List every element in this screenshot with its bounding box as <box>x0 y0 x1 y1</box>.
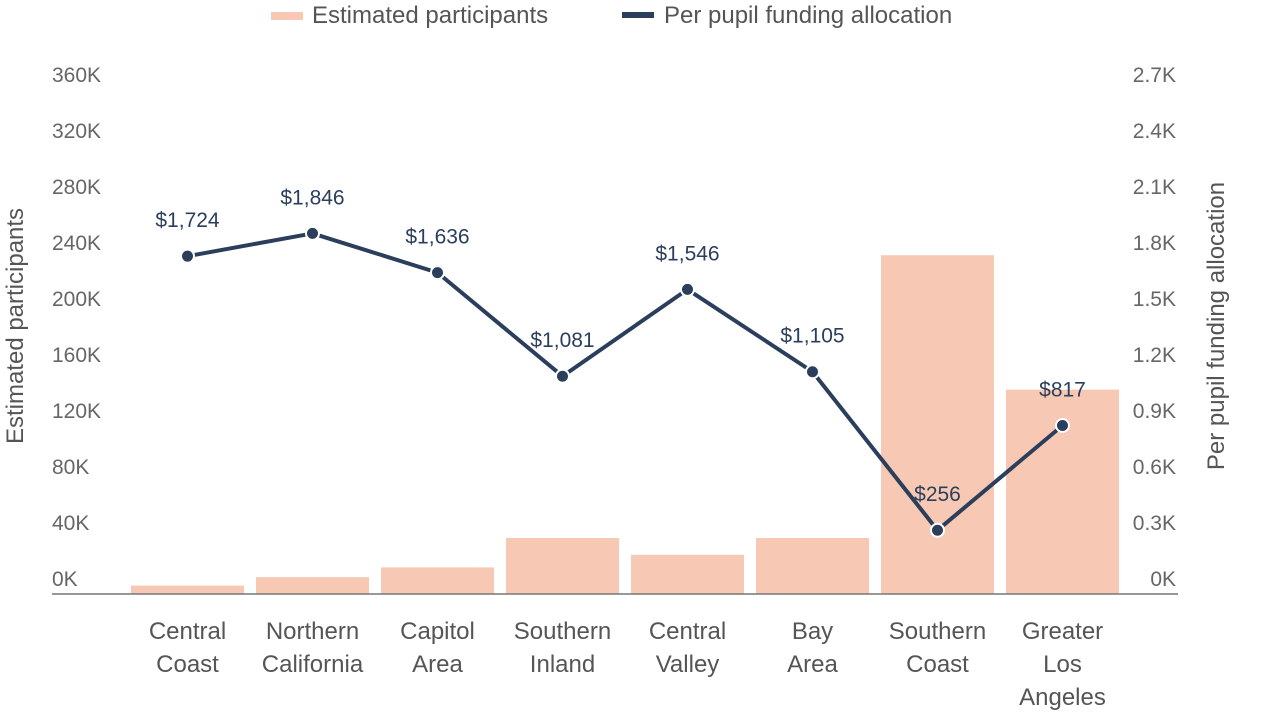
bar <box>881 255 994 594</box>
y-left-axis-title: Estimated participants <box>2 208 29 444</box>
y-left-tick-label: 120K <box>52 400 101 423</box>
y-left-ticks: 0K 40K 80K 120K 160K 200K 240K 280K 320K 360K <box>52 64 101 591</box>
funding-data-label: $1,546 <box>655 242 719 265</box>
y-right-tick-label: 2.1K <box>1133 176 1176 199</box>
funding-data-label: $1,846 <box>280 186 344 209</box>
y-right-tick-label: 1.2K <box>1133 344 1176 367</box>
x-category-label: Bay Area <box>787 618 838 678</box>
y-left-tick-label: 200K <box>52 288 101 311</box>
funding-point <box>305 225 320 241</box>
y-right-tick-label: 0.9K <box>1133 400 1176 423</box>
legend-swatch-participants <box>271 12 303 20</box>
x-category-label: Central Valley <box>649 618 726 678</box>
funding-data-label: $1,724 <box>155 209 220 232</box>
bar <box>756 538 869 594</box>
y-right-tick-label: 0K <box>1150 568 1176 591</box>
funding-point <box>930 522 945 538</box>
x-category-label: Southern Coast <box>889 618 986 678</box>
x-category-label: Southern Inland <box>514 618 611 678</box>
y-left-tick-label: 360K <box>52 64 101 87</box>
funding-point <box>1055 417 1070 433</box>
y-left-tick-label: 0K <box>52 568 78 591</box>
bar-series <box>131 255 1119 594</box>
funding-data-label: $1,081 <box>530 329 594 352</box>
y-left-tick-label: 240K <box>52 232 101 255</box>
bar <box>131 585 244 594</box>
y-right-tick-label: 1.8K <box>1133 232 1176 255</box>
funding-line <box>187 231 1064 533</box>
y-left-tick-label: 40K <box>52 512 89 535</box>
x-category-label: Greater Los Angeles <box>1019 618 1106 711</box>
funding-data-label: $256 <box>914 483 961 506</box>
funding-point <box>430 265 445 281</box>
y-right-tick-label: 1.5K <box>1133 288 1176 311</box>
y-right-tick-label: 0.3K <box>1133 512 1176 535</box>
funding-point <box>680 281 695 297</box>
y-right-axis-title: Per pupil funding allocation <box>1203 182 1230 470</box>
funding-point <box>805 364 820 380</box>
y-left-tick-label: 80K <box>52 456 89 479</box>
funding-point <box>555 368 570 384</box>
y-right-tick-label: 2.7K <box>1133 64 1176 87</box>
y-right-tick-label: 0.6K <box>1133 456 1176 479</box>
y-left-tick-label: 160K <box>52 344 101 367</box>
legend-swatch-funding <box>622 12 654 18</box>
x-category-label: Capitol Area <box>400 618 475 678</box>
legend-label-participants: Estimated participants <box>312 2 548 29</box>
funding-data-label: $1,105 <box>780 325 844 348</box>
legend: Estimated participants Per pupil funding… <box>271 2 952 29</box>
funding-point <box>180 248 195 264</box>
y-right-tick-label: 2.4K <box>1133 120 1176 143</box>
x-category-label: Northern California <box>262 618 364 678</box>
funding-data-label: $1,636 <box>405 226 469 249</box>
bar <box>506 538 619 594</box>
y-left-tick-label: 320K <box>52 120 101 143</box>
funding-data-label: $817 <box>1039 378 1086 401</box>
x-category-labels: Central Coast Northern California Capitol Are… <box>149 618 1106 711</box>
y-right-ticks: 0K 0.3K 0.6K 0.9K 1.2K 1.5K 1.8K 2.1K 2.4K 2.7K <box>1133 64 1176 591</box>
legend-label-funding: Per pupil funding allocation <box>664 2 952 29</box>
bar <box>631 554 744 594</box>
bar <box>256 577 369 594</box>
y-left-tick-label: 280K <box>52 176 101 199</box>
x-category-label: Central Coast <box>149 618 226 678</box>
line-series: $1,724 $1,846 $1,636 $1,081 $1,546 $1,105 $256… <box>155 186 1086 538</box>
bar <box>381 567 494 594</box>
